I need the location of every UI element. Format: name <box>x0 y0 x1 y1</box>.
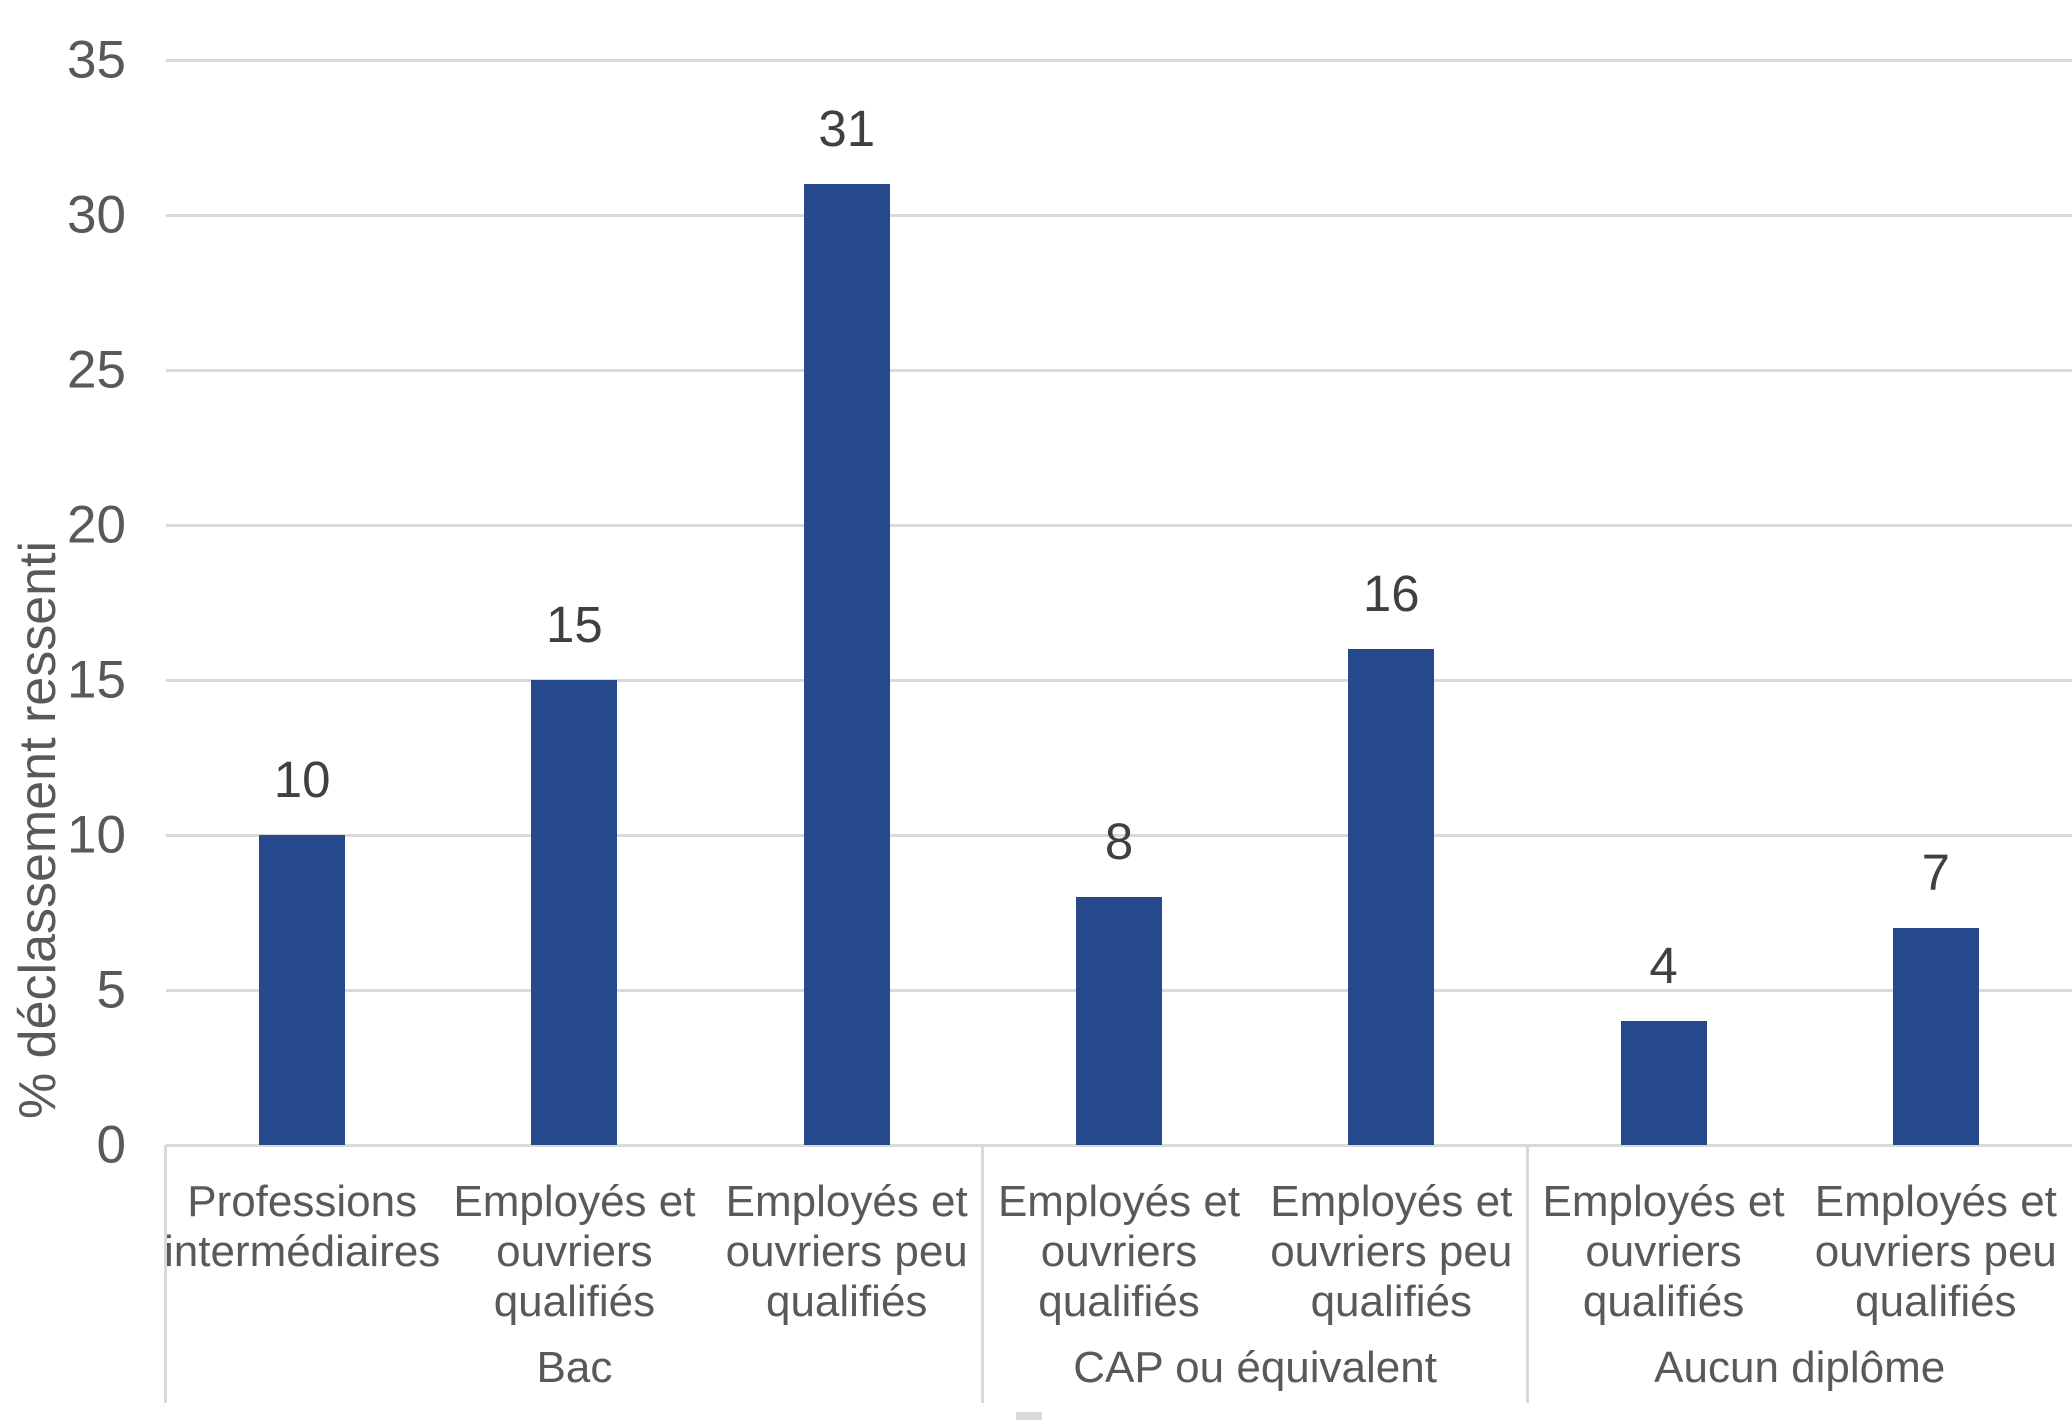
group-label: CAP ou équivalent <box>1073 1343 1437 1392</box>
bar <box>259 835 346 1145</box>
bar-value-label: 7 <box>1921 844 1951 901</box>
axis-border-left <box>164 1145 167 1403</box>
bar-value-label: 15 <box>546 596 603 653</box>
gridline <box>166 523 2072 527</box>
category-label: Employés et ouvriers qualifiés <box>1542 1177 1785 1326</box>
gridline <box>166 678 2072 682</box>
bar <box>1348 649 1435 1145</box>
gridline <box>166 833 2072 837</box>
category-label: Professions intermédiaires <box>163 1177 441 1276</box>
bar-value-label: 8 <box>1104 813 1134 870</box>
bar <box>803 184 890 1145</box>
y-tick-label: 25 <box>67 340 126 400</box>
gridline <box>166 1143 2072 1147</box>
bar-value-label: 4 <box>1649 937 1678 994</box>
y-tick-label: 35 <box>67 30 126 90</box>
category-label: Employés et ouvriers peu qualifiés <box>1814 1177 2057 1326</box>
gridline <box>166 213 2072 217</box>
category-label: Employés et ouvriers qualifiés <box>997 1177 1241 1326</box>
gridline <box>166 368 2072 372</box>
y-tick-label: 0 <box>96 1115 126 1175</box>
group-label: Aucun diplôme <box>1654 1343 1946 1392</box>
bar <box>1892 928 1979 1145</box>
cropped-element-fragment <box>1016 1412 1042 1420</box>
bar <box>1620 1021 1707 1145</box>
category-label: Employés et ouvriers qualifiés <box>453 1177 696 1326</box>
bar-value-label: 16 <box>1362 565 1420 622</box>
group-label: Bac <box>536 1343 613 1392</box>
y-tick-label: 10 <box>67 805 126 865</box>
x-axis: Professions intermédiaires Employés et ou… <box>0 1145 2072 1420</box>
y-tick-label: 5 <box>96 960 126 1020</box>
group-divider <box>1525 1145 1529 1403</box>
category-label: Employés et ouvriers peu qualifiés <box>725 1177 968 1326</box>
plot-area: 10 15 31 8 16 4 7 <box>166 58 2072 1147</box>
y-tick-label: 15 <box>67 650 126 710</box>
gridline <box>166 58 2072 62</box>
category-label: Employés et ouvriers peu qualifiés <box>1270 1177 1513 1326</box>
y-axis-ticks: 0 5 10 15 20 25 30 35 <box>0 31 130 1175</box>
bar <box>531 680 618 1145</box>
bar <box>1076 897 1162 1145</box>
y-tick-label: 20 <box>67 495 126 555</box>
bar-value-label: 10 <box>273 751 331 808</box>
y-tick-label: 30 <box>67 185 126 245</box>
bar-value-label: 31 <box>818 100 876 157</box>
group-divider <box>981 1145 985 1403</box>
